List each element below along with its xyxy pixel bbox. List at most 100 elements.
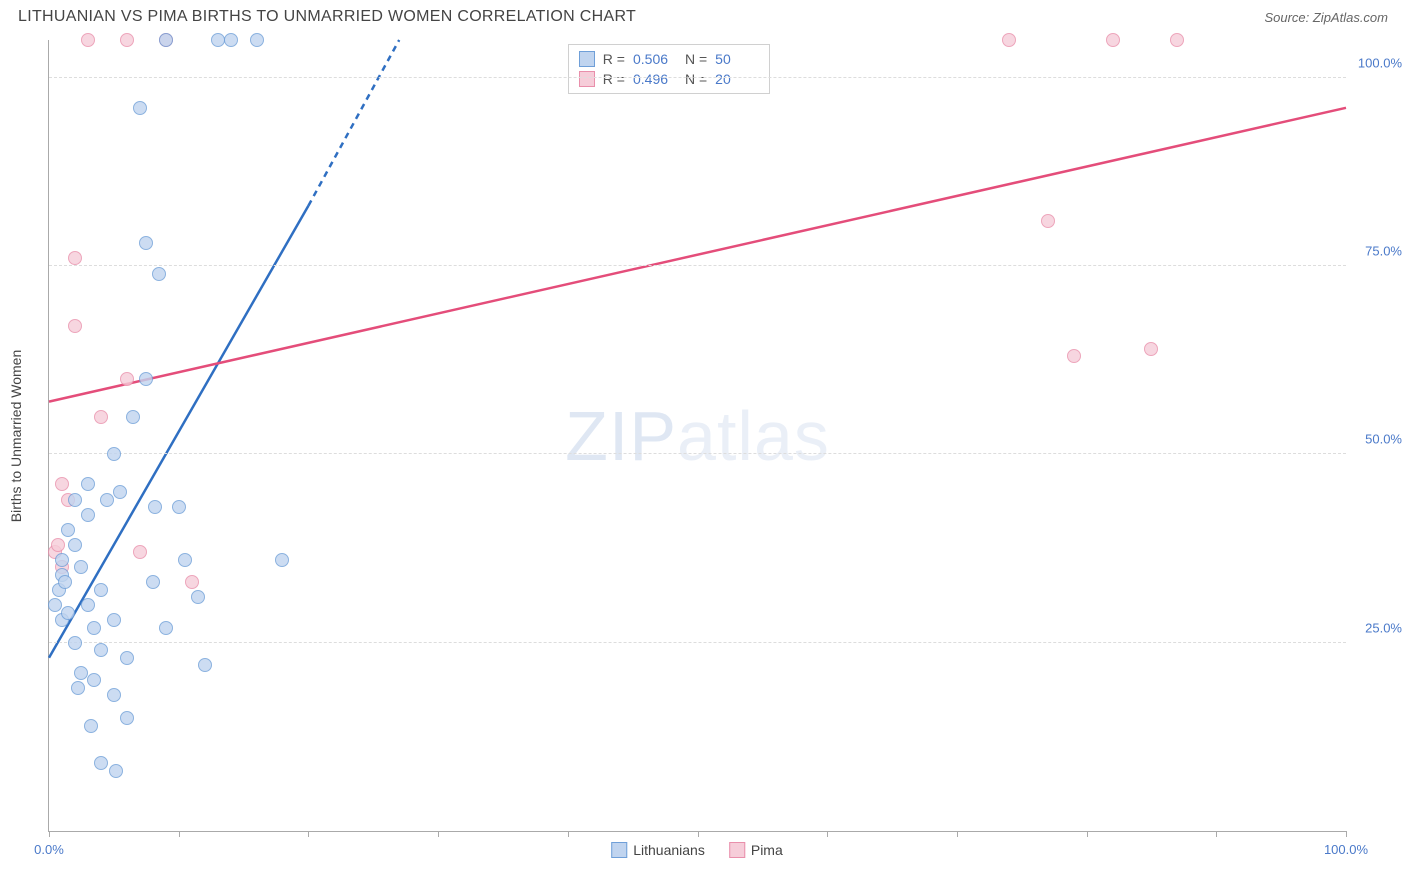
data-point-pima (1067, 349, 1081, 363)
chart-area: Births to Unmarried Women ZIPatlas R = 0… (48, 40, 1346, 832)
gridline (49, 265, 1346, 266)
x-tick (1216, 831, 1217, 837)
data-point-lithuanians (94, 583, 108, 597)
stats-row-pima: R = 0.496 N = 20 (579, 69, 759, 89)
data-point-lithuanians (120, 711, 134, 725)
x-tick (308, 831, 309, 837)
data-point-lithuanians (87, 673, 101, 687)
data-point-pima (1144, 342, 1158, 356)
stat-r-label: R = (603, 51, 625, 67)
data-point-pima (68, 251, 82, 265)
data-point-pima (68, 319, 82, 333)
source-name: ZipAtlas.com (1313, 10, 1388, 25)
data-point-lithuanians (68, 538, 82, 552)
data-point-lithuanians (109, 764, 123, 778)
bottom-legend: Lithuanians Pima (611, 842, 783, 858)
data-point-lithuanians (55, 553, 69, 567)
x-tick (957, 831, 958, 837)
data-point-lithuanians (250, 33, 264, 47)
x-tick (698, 831, 699, 837)
stats-row-lithuanians: R = 0.506 N = 50 (579, 49, 759, 69)
x-tick (438, 831, 439, 837)
stat-r-label-2: R = (603, 71, 625, 87)
data-point-lithuanians (211, 33, 225, 47)
gridline (49, 453, 1346, 454)
data-point-pima (55, 477, 69, 491)
data-point-lithuanians (81, 508, 95, 522)
data-point-lithuanians (224, 33, 238, 47)
source-attribution: Source: ZipAtlas.com (1264, 10, 1388, 25)
data-point-lithuanians (107, 688, 121, 702)
x-tick (827, 831, 828, 837)
data-point-pima (120, 372, 134, 386)
data-point-pima (1106, 33, 1120, 47)
data-point-lithuanians (152, 267, 166, 281)
data-point-lithuanians (48, 598, 62, 612)
swatch-lithuanians (579, 51, 595, 67)
data-point-pima (133, 545, 147, 559)
x-axis-label: 0.0% (34, 842, 64, 857)
data-point-pima (120, 33, 134, 47)
data-point-lithuanians (159, 621, 173, 635)
legend-label-lithuanians: Lithuanians (633, 842, 705, 858)
x-tick (1346, 831, 1347, 837)
y-axis-label: 75.0% (1365, 244, 1402, 259)
data-point-lithuanians (133, 101, 147, 115)
data-point-lithuanians (100, 493, 114, 507)
stat-r-pima: 0.496 (633, 71, 677, 87)
legend-item-pima: Pima (729, 842, 783, 858)
data-point-lithuanians (58, 575, 72, 589)
swatch-pima (579, 71, 595, 87)
data-point-lithuanians (159, 33, 173, 47)
data-point-lithuanians (198, 658, 212, 672)
data-point-lithuanians (94, 756, 108, 770)
legend-item-lithuanians: Lithuanians (611, 842, 705, 858)
data-point-pima (94, 410, 108, 424)
data-point-lithuanians (61, 606, 75, 620)
data-point-pima (81, 33, 95, 47)
x-tick (179, 831, 180, 837)
y-axis-label: 50.0% (1365, 432, 1402, 447)
plot-region: ZIPatlas R = 0.506 N = 50 R = 0.496 N = … (48, 40, 1346, 832)
data-point-lithuanians (191, 590, 205, 604)
data-point-lithuanians (84, 719, 98, 733)
data-point-pima (1002, 33, 1016, 47)
chart-title: LITHUANIAN VS PIMA BIRTHS TO UNMARRIED W… (18, 8, 636, 26)
data-point-lithuanians (94, 643, 108, 657)
stat-n-label: N = (685, 51, 707, 67)
gridline (49, 77, 1346, 78)
legend-label-pima: Pima (751, 842, 783, 858)
stat-n-label-2: N = (685, 71, 707, 87)
data-point-lithuanians (275, 553, 289, 567)
data-point-lithuanians (68, 636, 82, 650)
regression-line (308, 40, 399, 206)
data-point-lithuanians (172, 500, 186, 514)
y-axis-label: 100.0% (1358, 55, 1402, 70)
watermark-atlas: atlas (677, 397, 830, 475)
data-point-lithuanians (178, 553, 192, 567)
gridline (49, 642, 1346, 643)
y-axis-label: 25.0% (1365, 620, 1402, 635)
regression-line (49, 206, 308, 658)
data-point-lithuanians (71, 681, 85, 695)
x-tick (568, 831, 569, 837)
data-point-lithuanians (107, 613, 121, 627)
data-point-lithuanians (107, 447, 121, 461)
x-tick (1087, 831, 1088, 837)
regression-lines (49, 40, 1346, 831)
data-point-lithuanians (120, 651, 134, 665)
stats-box: R = 0.506 N = 50 R = 0.496 N = 20 (568, 44, 770, 94)
stat-n-pima: 20 (715, 71, 759, 87)
source-prefix: Source: (1264, 10, 1312, 25)
data-point-lithuanians (74, 666, 88, 680)
legend-swatch-pima (729, 842, 745, 858)
data-point-lithuanians (74, 560, 88, 574)
data-point-lithuanians (68, 493, 82, 507)
data-point-lithuanians (87, 621, 101, 635)
data-point-lithuanians (146, 575, 160, 589)
data-point-lithuanians (126, 410, 140, 424)
x-tick (49, 831, 50, 837)
stat-n-lithuanians: 50 (715, 51, 759, 67)
data-point-lithuanians (113, 485, 127, 499)
stat-r-lithuanians: 0.506 (633, 51, 677, 67)
